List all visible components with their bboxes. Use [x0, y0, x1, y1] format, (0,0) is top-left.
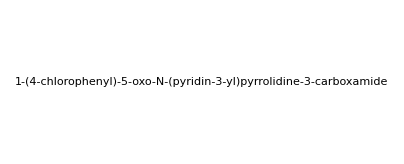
Text: 1-(4-chlorophenyl)-5-oxo-N-(pyridin-3-yl)pyrrolidine-3-carboxamide: 1-(4-chlorophenyl)-5-oxo-N-(pyridin-3-yl… [15, 77, 389, 87]
